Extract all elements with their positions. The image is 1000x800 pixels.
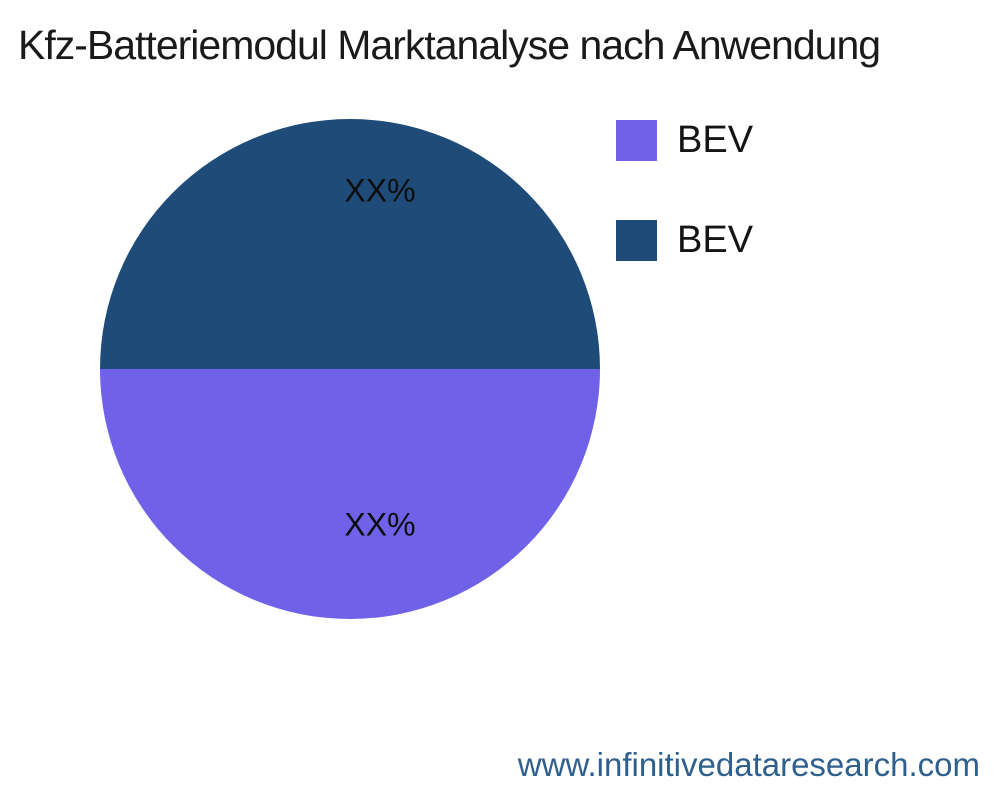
slice-value-label-top: XX% <box>344 172 416 209</box>
pie-chart: XX% XX% <box>100 119 600 619</box>
legend-swatch-navy <box>616 220 657 261</box>
legend-label: BEV <box>677 119 754 161</box>
chart-title: Kfz-Batteriemodul Marktanalyse nach Anwe… <box>18 22 881 68</box>
pie-slice-bev-bottom <box>100 369 600 619</box>
slice-value-label-bottom: XX% <box>344 506 416 543</box>
pie-slice-bev-top <box>100 119 600 369</box>
legend-label: BEV <box>677 219 754 261</box>
legend-item: BEV <box>616 219 754 261</box>
footer-website-text: www.infinitivedataresearch.com <box>517 746 980 783</box>
legend-item: BEV <box>616 119 754 161</box>
legend-swatch-purple <box>616 120 657 161</box>
